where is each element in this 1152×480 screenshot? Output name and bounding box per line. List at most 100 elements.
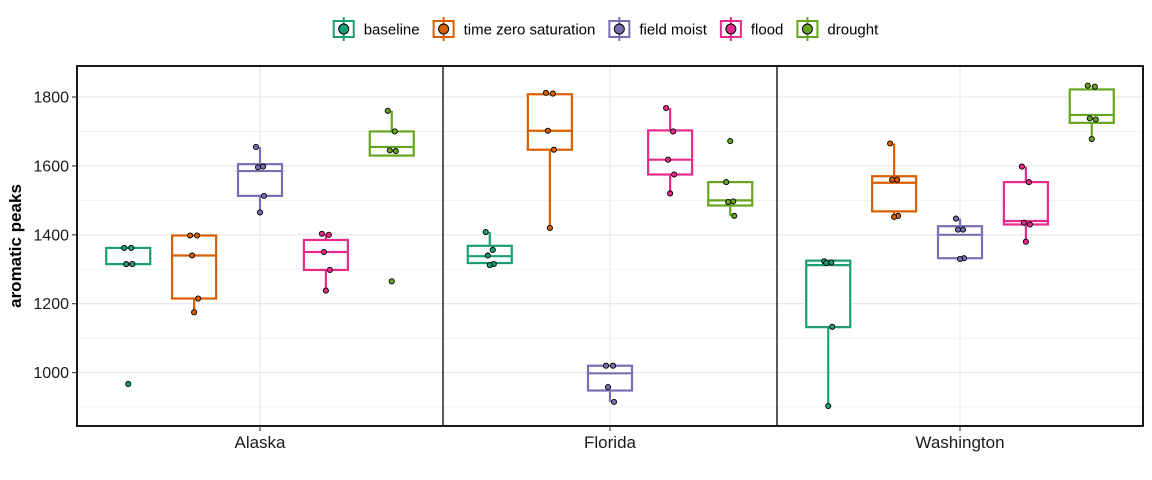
data-point [731,212,738,219]
data-point [320,248,327,256]
data-point [723,179,730,186]
legend-key-point [613,23,625,35]
data-point [326,266,333,273]
data-point [1092,116,1099,123]
legend-key-point [725,23,737,35]
data-point [322,287,329,294]
data-point [129,261,136,268]
data-point [191,309,198,316]
legend-item-flood: flood [719,17,784,41]
data-point [891,213,898,220]
data-point [325,231,332,238]
data-point [128,244,135,251]
data-point [663,104,670,112]
data-point [1026,221,1033,228]
data-point [260,192,268,199]
data-point [725,199,732,206]
data-point [604,384,612,391]
legend-item-drought: drought [796,17,879,41]
data-point [609,362,617,369]
legend-label: field moist [639,22,707,39]
y-tick-label: 1800 [33,90,69,107]
data-point [602,362,610,369]
data-point [549,90,556,97]
data-point [550,146,557,153]
data-point [121,244,128,251]
y-tick-label: 1000 [33,365,69,382]
data-point [1020,219,1027,226]
y-tick-label: 1400 [33,227,69,244]
y-axis-title: aromatic peaks [6,184,25,308]
legend-label: flood [751,22,784,39]
data-point [318,230,325,237]
data-point [887,140,894,147]
data-point [482,228,489,236]
box-alaska-baseline [105,246,152,266]
box-washington-baseline [805,259,852,407]
data-point [730,198,737,205]
legend: baseline time zero saturation field moist f… [332,17,879,41]
data-point [956,255,964,262]
data-point [671,171,678,178]
x-tick-label: Washington [915,433,1004,452]
box-alaska-flood [302,233,349,291]
data-point [952,215,960,222]
box-washington-flood [1002,166,1049,242]
data-point [391,128,398,135]
data-point [828,259,835,266]
data-point [1018,163,1025,170]
legend-label: baseline [364,22,420,39]
legend-label: drought [827,22,879,39]
legend-label: time zero saturation [464,22,596,39]
legend-item-baseline: baseline [332,17,420,41]
data-point [252,143,260,151]
data-point [194,232,201,239]
legend-key-point [338,23,350,35]
y-axis: 1000 1200 1400 1600 1800 [33,90,77,382]
data-point [1025,179,1032,186]
data-point [486,262,493,269]
data-point [259,163,267,170]
x-tick-label: Florida [584,433,637,452]
data-point [125,380,132,388]
legend-key-point [438,23,450,35]
box-florida-time-zero-saturation [526,92,573,228]
data-point [1022,238,1029,245]
data-point [546,224,553,231]
data-point [1091,83,1098,90]
data-point [388,278,395,285]
data-point [195,295,202,302]
data-point [542,89,549,96]
iqr-box [805,259,852,329]
data-point [667,190,674,197]
data-point [610,398,618,405]
y-tick-label: 1200 [33,296,69,313]
iqr-box [105,246,152,266]
data-point [256,209,264,216]
iqr-box [647,129,694,176]
legend-item-field-moist: field moist [608,17,708,41]
data-point [1084,82,1091,89]
data-point [489,246,496,254]
data-point [823,260,830,267]
data-point [189,252,196,259]
data-point [1088,135,1095,143]
data-point [484,252,491,259]
data-point [384,107,391,114]
box-florida-flood [647,108,694,194]
data-point [959,226,967,233]
data-point [123,261,130,268]
iqr-box [171,234,218,300]
data-point [889,176,896,183]
data-point [187,232,194,239]
iqr-box [302,238,349,272]
data-point [727,138,734,145]
iqr-box [1002,180,1049,226]
data-point [1086,115,1093,122]
data-point [670,128,677,135]
points-layer [121,82,1099,410]
x-axis: Alaska Florida Washington [234,426,1005,452]
box-florida-drought [707,180,754,216]
legend-key-point [801,23,813,35]
